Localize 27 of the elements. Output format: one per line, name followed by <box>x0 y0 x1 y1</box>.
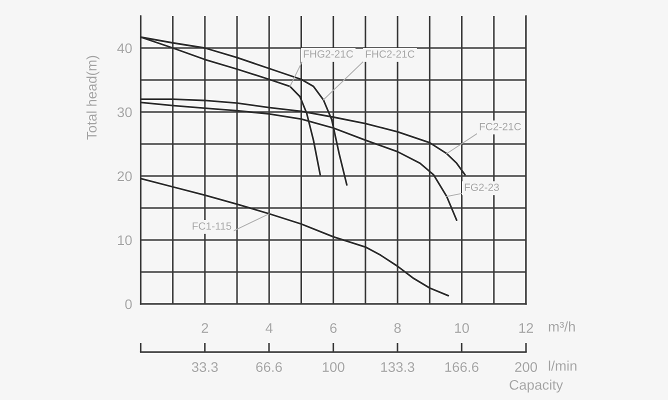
series-label: FC1-115 <box>192 222 232 230</box>
y-tick-label: 40 <box>117 43 132 54</box>
x2-tick-label: 100 <box>322 362 344 372</box>
x-tick-label: 6 <box>330 323 337 333</box>
text: Capacity <box>510 380 564 393</box>
x2-tick-label: 33.3 <box>192 362 218 372</box>
x-tick-label: 10 <box>455 323 469 333</box>
text: FHG2-21C <box>304 50 354 58</box>
series-label: FG2-23 <box>464 184 499 191</box>
x-tick-label: 12 <box>519 323 534 333</box>
x2-tick-label: 166.6 <box>445 362 478 372</box>
x2-tick-label: 200 <box>515 362 538 372</box>
text: FC2-21C <box>480 122 521 130</box>
y-tick-label: 10 <box>118 235 132 246</box>
y-tick-label: 30 <box>117 107 132 118</box>
x-tick-label: 4 <box>266 323 273 333</box>
y-tick-label: 20 <box>118 171 132 182</box>
x-axis-title: m³/h <box>548 321 575 332</box>
x-tick-label: 8 <box>394 323 401 333</box>
text: FHC2-21C <box>366 50 414 58</box>
y-tick-label: 0 <box>125 299 132 310</box>
x2-axis-title: l/min <box>548 360 576 371</box>
x-tick-label: 2 <box>202 323 208 333</box>
y-axis-title: Total head(m) <box>86 56 100 140</box>
x2-tick-label: 66.6 <box>256 362 282 372</box>
x2-tick-label: 133.3 <box>381 362 414 372</box>
line-series <box>140 178 450 297</box>
